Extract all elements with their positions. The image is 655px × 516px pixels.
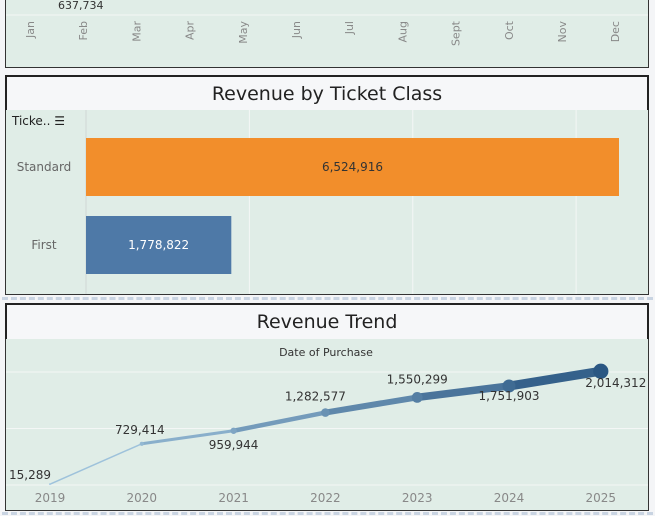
data-point bbox=[593, 363, 609, 379]
year-tick-label: 2019 bbox=[35, 491, 66, 505]
sort-icon[interactable]: ☰ bbox=[54, 114, 66, 128]
month-tick-label: Jun bbox=[290, 21, 303, 39]
bar bbox=[86, 216, 232, 274]
divider bbox=[2, 297, 653, 300]
row-header-label: Ticke.. bbox=[12, 114, 51, 128]
month-tick-label: Oct bbox=[503, 20, 516, 40]
data-value-label: 729,414 bbox=[115, 423, 165, 437]
month-tick-label: Nov bbox=[556, 21, 569, 43]
ticket-class-title: Revenue by Ticket Class bbox=[5, 75, 649, 113]
data-point bbox=[502, 379, 516, 393]
trend-line-segment bbox=[49, 443, 143, 485]
month-tick-label: Dec bbox=[609, 21, 622, 42]
revenue-trend-title: Revenue Trend bbox=[5, 303, 649, 341]
revenue-trend-chart: Date of Purchase 15,289 2019 729,414 2020 959… bbox=[6, 346, 648, 505]
month-tick-label: Jan bbox=[24, 21, 37, 39]
bar bbox=[86, 138, 619, 196]
data-point bbox=[230, 427, 237, 434]
trend-line-segment bbox=[413, 382, 513, 402]
month-tick-label: Jul bbox=[343, 21, 356, 35]
divider bbox=[2, 512, 653, 515]
monthly-chart: 637,734 Jan Feb Mar Apr May Jun Jul Aug Sept Oct No… bbox=[6, 0, 648, 46]
x-axis-title: Date of Purchase bbox=[279, 346, 373, 359]
month-tick-label: Apr bbox=[184, 21, 197, 41]
category-label: Standard bbox=[17, 160, 72, 174]
year-tick-label: 2022 bbox=[310, 491, 341, 505]
ticket-class-header[interactable]: Ticke.. ☰ bbox=[12, 114, 65, 128]
trend-line-segment bbox=[140, 429, 236, 446]
data-value-label: 959,944 bbox=[209, 438, 259, 452]
month-tick-label: Sept bbox=[450, 20, 463, 46]
trend-line-segment bbox=[231, 410, 328, 434]
monthly-chart-panel: 637,734 Jan Feb Mar Apr May Jun Jul Aug Sept Oct No… bbox=[5, 0, 649, 68]
year-tick-label: 2023 bbox=[402, 491, 433, 505]
year-tick-label: 2021 bbox=[218, 491, 249, 505]
month-tick-label: Feb bbox=[77, 21, 90, 40]
category-label: First bbox=[31, 238, 57, 252]
data-point bbox=[411, 392, 423, 403]
data-value-label: 1,550,299 bbox=[387, 372, 448, 386]
month-tick-label: Aug bbox=[396, 21, 409, 42]
ticket-class-chart: Standard 6,524,916 First 1,778,822 bbox=[17, 110, 619, 294]
data-value-label: 1,282,577 bbox=[285, 390, 346, 404]
revenue-trend-panel: Date of Purchase 15,289 2019 729,414 2020 959… bbox=[5, 339, 649, 511]
year-tick-label: 2025 bbox=[586, 491, 617, 505]
data-value-label: 1,751,903 bbox=[478, 389, 539, 403]
trend-line-segment bbox=[504, 366, 606, 391]
data-point bbox=[49, 483, 51, 486]
trend-line-segment bbox=[322, 394, 421, 416]
bar-value-label: 6,524,916 bbox=[322, 160, 383, 174]
data-value-label: 2,014,312 bbox=[585, 376, 646, 390]
data-label: 637,734 bbox=[58, 0, 104, 12]
ticket-class-panel: Ticke.. ☰ Standard 6,524,916 First 1,778,82… bbox=[5, 110, 649, 295]
bar-value-label: 1,778,822 bbox=[128, 238, 189, 252]
data-value-label: 15,289 bbox=[9, 468, 51, 482]
data-point bbox=[321, 408, 330, 417]
year-tick-label: 2020 bbox=[127, 491, 158, 505]
year-tick-label: 2024 bbox=[494, 491, 525, 505]
data-point bbox=[139, 441, 144, 446]
month-tick-label: May bbox=[237, 21, 250, 44]
month-tick-label: Mar bbox=[130, 21, 143, 42]
